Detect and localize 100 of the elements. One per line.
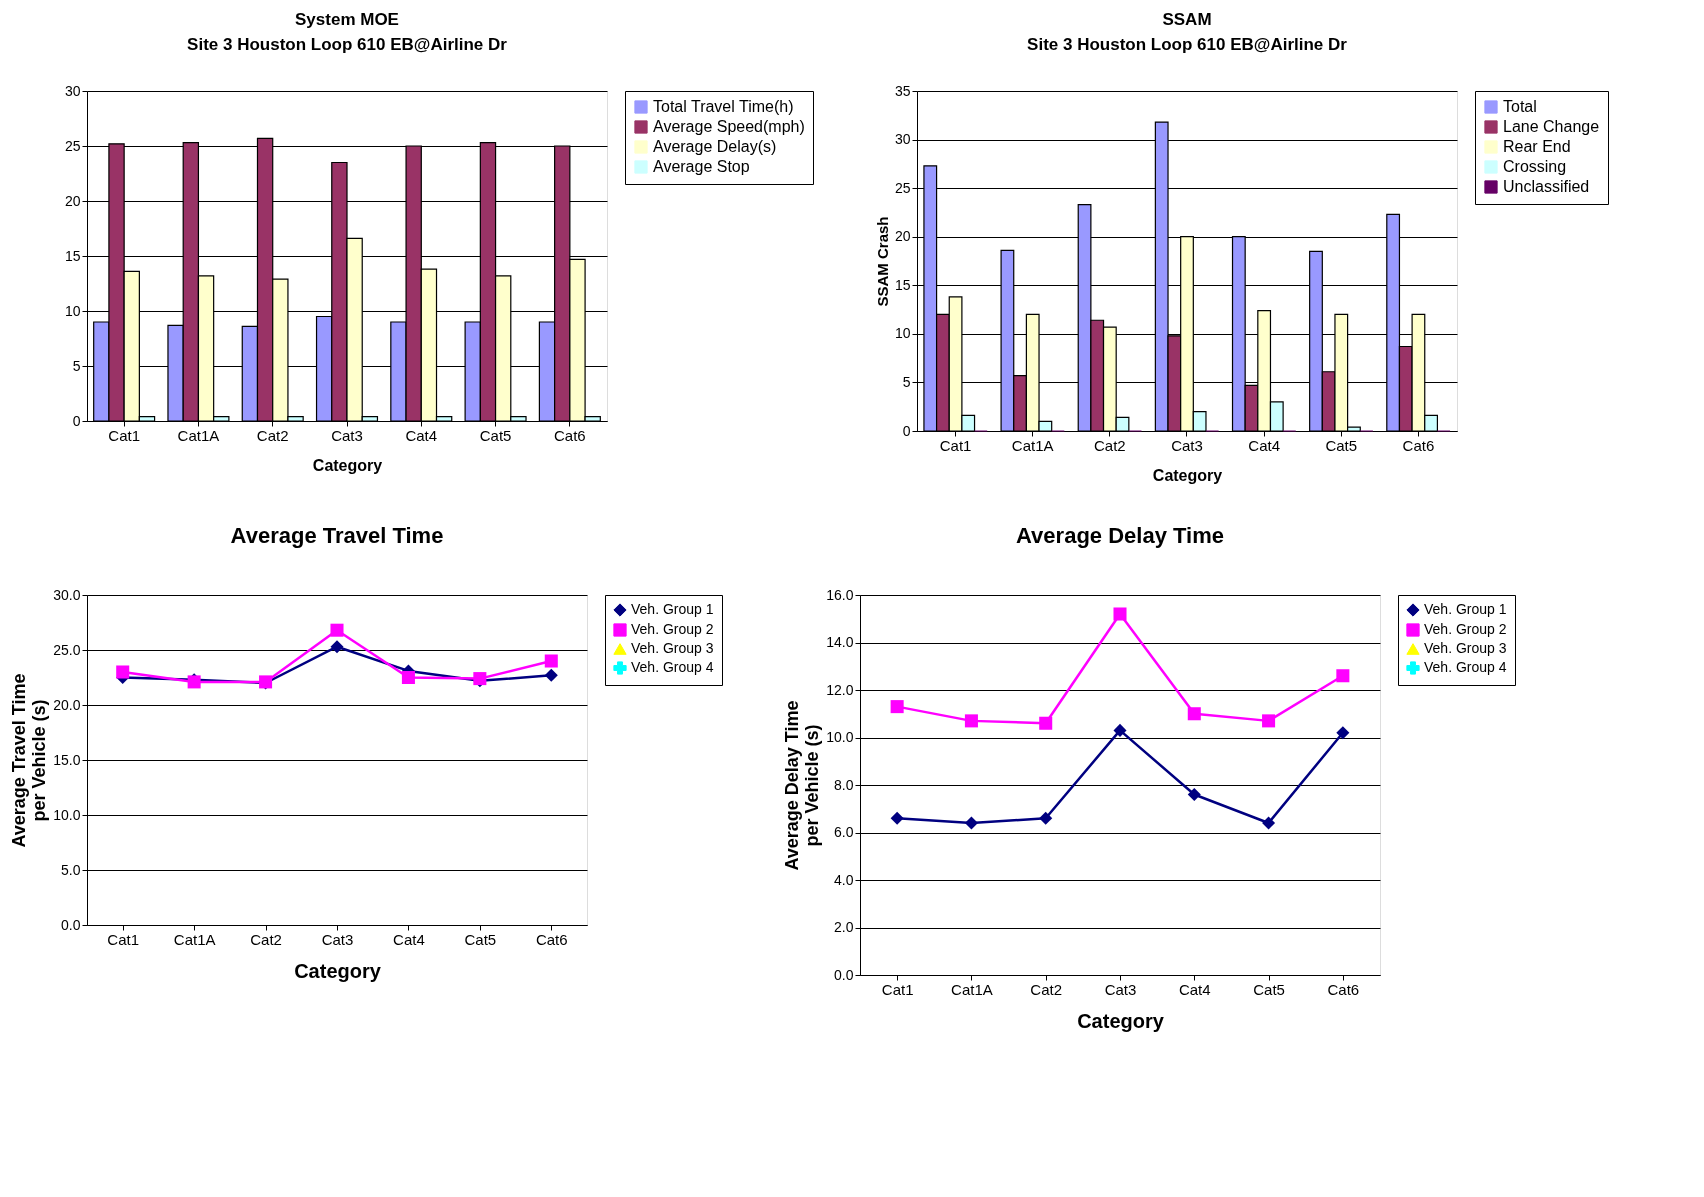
x-tick-label: Cat2 xyxy=(1030,980,1063,998)
y-tick-label: 15 xyxy=(894,276,911,293)
x-tick-label: Cat1A xyxy=(177,426,220,444)
y-axis-title: SSAM Crash xyxy=(873,216,891,307)
x-tick-label: Cat4 xyxy=(1248,436,1280,454)
y-tick-label: 0 xyxy=(72,412,81,429)
point xyxy=(1187,707,1201,721)
x-tick-label: Cat3 xyxy=(1104,980,1137,998)
y-tick-label: 0.0 xyxy=(834,966,854,983)
legend-label: Veh. Group 1 xyxy=(631,601,714,617)
x-axis-title: Category xyxy=(1077,1009,1165,1032)
chart-subtitle: Site 3 Houston Loop 610 EB@Airline Dr xyxy=(187,35,508,54)
legend-label: Veh. Group 3 xyxy=(1424,640,1507,656)
y-tick-label: 20 xyxy=(64,192,81,209)
point xyxy=(1262,714,1276,728)
x-axis-title: Category xyxy=(1152,466,1223,484)
y-tick-label: 5.0 xyxy=(61,861,81,878)
point xyxy=(964,714,978,728)
x-axis-title: Category xyxy=(294,959,382,982)
point xyxy=(890,700,904,714)
y-tick-label: 10 xyxy=(64,302,81,319)
point xyxy=(1113,607,1127,621)
legend-label: Total xyxy=(1503,98,1537,115)
x-tick-label: Cat2 xyxy=(256,426,289,444)
legend-label: Lane Change xyxy=(1503,118,1600,135)
legend-label: Total Travel Time(h) xyxy=(653,98,794,115)
y-tick-label: 25.0 xyxy=(53,641,81,658)
legend-label: Veh. Group 1 xyxy=(1424,601,1507,617)
point xyxy=(1262,816,1276,830)
y-tick-label: 30 xyxy=(894,131,911,148)
legend-label: Average Delay(s) xyxy=(653,138,777,155)
x-tick-label: Cat2 xyxy=(1094,436,1126,454)
point xyxy=(330,640,344,654)
chart-title: Average Travel Time xyxy=(230,523,444,548)
point xyxy=(1039,811,1053,825)
y-tick-label: 14.0 xyxy=(826,634,854,650)
y-tick-label: 30.0 xyxy=(53,586,81,603)
y-tick-label: 4.0 xyxy=(834,871,854,888)
y-tick-label: 0.0 xyxy=(61,916,81,933)
y-tick-label: 20 xyxy=(894,228,911,245)
x-tick-label: Cat5 xyxy=(464,930,497,948)
x-tick-label: Cat1A xyxy=(951,980,993,998)
y-tick-label: 30 xyxy=(64,82,81,99)
y-tick-label: 0 xyxy=(902,422,911,439)
x-tick-label: Cat3 xyxy=(321,930,354,948)
chart-title: Average Delay Time xyxy=(1016,523,1224,548)
y-tick-label: 25 xyxy=(894,179,911,196)
y-tick-label: 2.0 xyxy=(834,919,854,935)
y-tick-label: 25 xyxy=(64,137,81,154)
x-tick-label: Cat6 xyxy=(535,930,568,948)
x-tick-label: Cat6 xyxy=(1327,980,1360,998)
x-tick-label: Cat1A xyxy=(173,930,216,948)
point xyxy=(1187,787,1201,802)
x-tick-label: Cat5 xyxy=(479,426,512,444)
legend-label: Veh. Group 3 xyxy=(631,640,714,656)
legend-label: Veh. Group 2 xyxy=(631,621,714,637)
legend-label: Average Speed(mph) xyxy=(653,118,805,135)
y-tick-label: 10 xyxy=(894,325,911,342)
x-tick-label: Cat1A xyxy=(1011,436,1054,454)
y-tick-label: 15 xyxy=(64,247,81,264)
chart-subtitle: Site 3 Houston Loop 610 EB@Airline Dr xyxy=(1027,35,1348,54)
legend-label: Unclassified xyxy=(1503,178,1590,195)
chart-title: System MOE xyxy=(295,10,399,29)
x-tick-label: Cat3 xyxy=(1171,436,1203,454)
legend-label: Veh. Group 4 xyxy=(631,659,714,675)
point xyxy=(964,816,978,830)
y-axis-title: Average Travel Time per Vehicle (s) xyxy=(9,673,50,848)
chart-title: SSAM xyxy=(1162,10,1212,29)
point xyxy=(330,623,344,637)
y-tick-label: 10.0 xyxy=(53,806,81,823)
y-tick-label: 8.0 xyxy=(834,776,854,793)
y-tick-label: 10.0 xyxy=(826,729,854,745)
x-tick-label: Cat5 xyxy=(1253,980,1285,998)
y-tick-label: 15.0 xyxy=(53,751,81,768)
x-tick-label: Cat3 xyxy=(331,426,363,444)
point xyxy=(1336,669,1350,683)
x-tick-label: Cat6 xyxy=(554,426,586,444)
point xyxy=(890,811,904,825)
x-axis-title: Category xyxy=(312,456,383,474)
point xyxy=(544,654,558,668)
x-tick-label: Cat1 xyxy=(107,930,140,948)
legend-label: Veh. Group 2 xyxy=(1424,621,1507,637)
legend-label: Rear End xyxy=(1503,138,1571,155)
x-tick-label: Cat4 xyxy=(393,930,425,948)
y-tick-label: 5 xyxy=(902,373,911,390)
y-tick-label: 20.0 xyxy=(53,696,81,713)
y-tick-label: 16.0 xyxy=(826,586,854,603)
legend-label: Veh. Group 4 xyxy=(1424,659,1507,675)
point xyxy=(1039,716,1053,730)
x-tick-label: Cat5 xyxy=(1325,436,1358,454)
point xyxy=(116,665,130,679)
y-tick-label: 6.0 xyxy=(834,824,854,840)
x-tick-label: Cat2 xyxy=(250,930,282,948)
x-tick-label: Cat4 xyxy=(405,426,438,444)
point xyxy=(544,668,558,682)
point xyxy=(1336,726,1350,740)
x-tick-label: Cat1 xyxy=(108,426,140,444)
y-tick-label: 12.0 xyxy=(826,681,854,698)
point xyxy=(401,670,415,685)
y-axis-title: Average Delay Time per Vehicle (s) xyxy=(782,700,823,871)
